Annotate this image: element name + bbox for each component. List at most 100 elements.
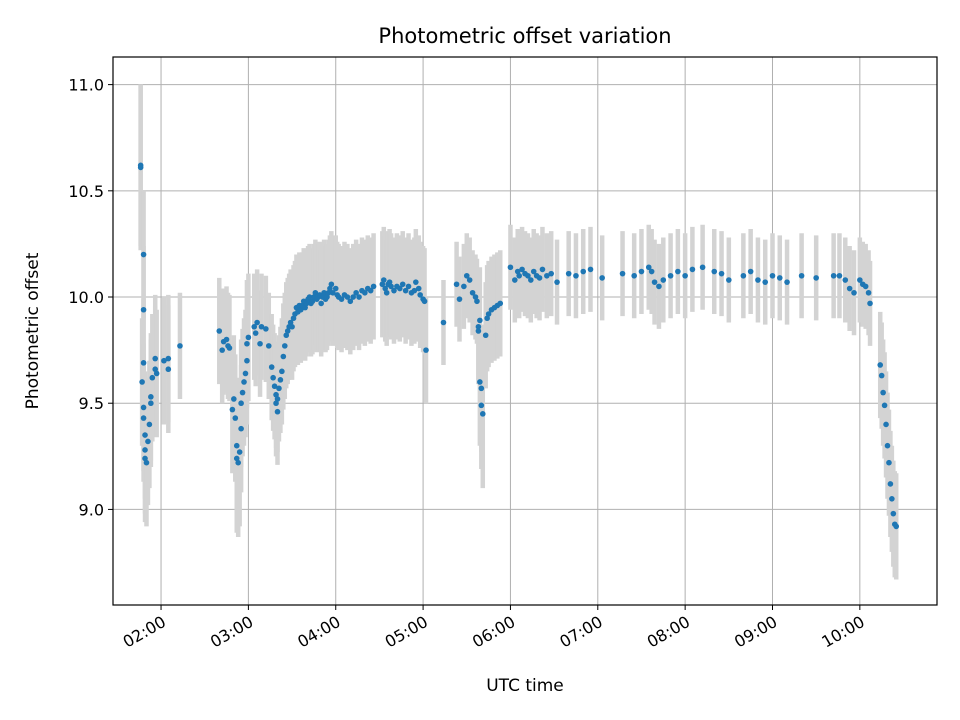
data-point bbox=[536, 275, 543, 281]
data-point bbox=[842, 277, 849, 283]
data-point bbox=[417, 292, 423, 298]
data-point bbox=[539, 266, 546, 273]
data-point bbox=[776, 275, 783, 281]
data-point bbox=[883, 421, 889, 428]
data-point bbox=[889, 495, 895, 502]
axes-frame bbox=[112, 56, 938, 606]
data-point bbox=[232, 415, 239, 421]
y-tick-label: 10.0 bbox=[68, 288, 104, 307]
data-point bbox=[482, 332, 489, 339]
data-point bbox=[245, 334, 252, 341]
data-point bbox=[682, 272, 688, 279]
data-point bbox=[251, 323, 258, 330]
data-point bbox=[233, 442, 240, 449]
data-point bbox=[306, 294, 313, 300]
data-point bbox=[233, 455, 240, 462]
data-point bbox=[519, 266, 525, 273]
data-point bbox=[370, 283, 377, 290]
data-point bbox=[298, 306, 304, 313]
data-point bbox=[645, 264, 652, 271]
data-point bbox=[453, 281, 460, 288]
data-point bbox=[638, 268, 645, 275]
data-point bbox=[289, 323, 295, 330]
data-point bbox=[884, 442, 891, 449]
data-point bbox=[769, 272, 776, 279]
data-point bbox=[238, 400, 244, 407]
data-point bbox=[142, 455, 148, 462]
data-point bbox=[303, 300, 310, 307]
data-point bbox=[857, 277, 863, 283]
data-point bbox=[241, 379, 247, 385]
data-point bbox=[469, 289, 476, 296]
data-point bbox=[886, 459, 892, 466]
data-point bbox=[356, 294, 362, 300]
data-point bbox=[153, 370, 160, 377]
data-point bbox=[328, 281, 335, 288]
data-point bbox=[386, 279, 393, 285]
data-point bbox=[216, 328, 223, 334]
data-point bbox=[235, 459, 242, 466]
y-tick-label: 9.5 bbox=[79, 394, 104, 413]
data-point bbox=[140, 360, 147, 366]
data-point bbox=[440, 319, 447, 326]
chart-title: Photometric offset variation bbox=[378, 24, 671, 48]
data-point bbox=[327, 285, 333, 292]
data-point bbox=[344, 294, 351, 300]
data-point bbox=[718, 270, 725, 277]
data-point bbox=[525, 272, 531, 279]
data-point bbox=[565, 270, 572, 277]
data-point bbox=[478, 385, 485, 392]
data-point bbox=[270, 374, 276, 381]
data-point bbox=[236, 449, 243, 455]
data-point bbox=[276, 385, 282, 392]
data-point bbox=[573, 272, 579, 279]
data-point bbox=[177, 343, 183, 349]
data-point bbox=[619, 270, 626, 277]
data-point bbox=[146, 421, 153, 428]
data-point bbox=[231, 396, 237, 402]
data-point bbox=[475, 323, 482, 330]
data-point bbox=[229, 406, 236, 413]
data-point bbox=[140, 251, 147, 258]
data-point bbox=[244, 340, 250, 347]
data-point bbox=[660, 277, 667, 283]
data-point bbox=[287, 319, 294, 326]
data-point bbox=[318, 300, 324, 307]
data-point bbox=[530, 268, 537, 275]
data-point bbox=[784, 279, 790, 285]
data-point bbox=[379, 281, 386, 288]
data-point bbox=[466, 277, 473, 283]
data-point bbox=[284, 328, 291, 334]
y-tick-label: 11.0 bbox=[68, 76, 104, 95]
y-tick-label: 9.0 bbox=[79, 500, 104, 519]
data-point bbox=[479, 411, 486, 417]
data-point bbox=[423, 347, 429, 353]
data-point bbox=[762, 279, 769, 285]
data-point bbox=[380, 277, 387, 283]
data-point bbox=[238, 425, 244, 432]
data-point bbox=[242, 370, 249, 377]
data-point bbox=[254, 319, 260, 326]
data-point bbox=[140, 306, 147, 313]
data-point bbox=[226, 345, 233, 351]
data-point bbox=[283, 332, 290, 339]
data-point bbox=[265, 343, 272, 349]
y-axis-label: Photometric offset bbox=[23, 252, 43, 409]
data-point bbox=[867, 300, 873, 307]
data-point bbox=[507, 264, 514, 271]
data-point bbox=[877, 362, 884, 368]
data-point bbox=[257, 340, 263, 347]
data-point bbox=[477, 317, 483, 324]
data-point bbox=[244, 357, 250, 364]
data-point bbox=[740, 272, 747, 279]
data-point bbox=[312, 289, 319, 296]
data-point bbox=[865, 289, 872, 296]
data-point bbox=[338, 296, 345, 302]
data-point bbox=[881, 402, 888, 409]
x-axis-label: UTC time bbox=[486, 676, 564, 696]
data-point bbox=[165, 366, 172, 373]
data-point bbox=[893, 523, 900, 530]
data-point bbox=[223, 336, 230, 343]
data-point bbox=[478, 402, 485, 409]
